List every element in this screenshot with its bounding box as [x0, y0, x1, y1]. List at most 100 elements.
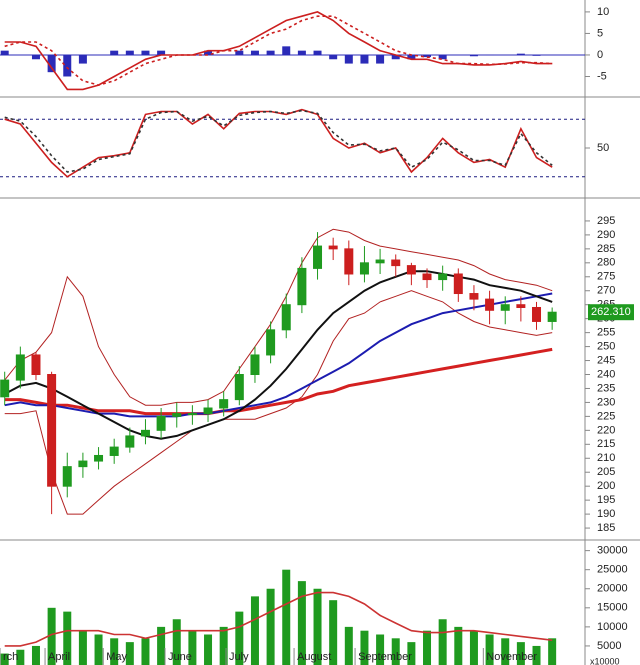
histogram-bar — [31, 54, 40, 60]
y-tick-label: 220 — [597, 424, 615, 436]
y-tick-label: 295 — [597, 215, 615, 227]
indicator-line — [4, 15, 553, 86]
histogram-bar — [63, 54, 72, 77]
y-tick-label: 190 — [597, 508, 615, 520]
y-tick-label: 0 — [597, 49, 603, 61]
histogram-bar — [391, 54, 400, 60]
indicator-line — [4, 108, 553, 178]
volume-bar — [469, 630, 478, 665]
histogram-bar — [329, 54, 338, 60]
y-tick-label: 285 — [597, 243, 615, 255]
volume-bar — [360, 630, 369, 665]
volume-bar — [63, 611, 72, 665]
x-tick-label: rch — [3, 651, 18, 663]
y-tick-label: 15000 — [597, 602, 628, 614]
candle-body — [140, 429, 150, 437]
indicator-line — [4, 109, 553, 173]
y-tick-label: 245 — [597, 354, 615, 366]
candle-body — [94, 454, 104, 462]
candle-body — [281, 304, 291, 331]
candle-body — [125, 435, 135, 448]
last-price-box — [588, 304, 634, 321]
y-tick-label: 280 — [597, 257, 615, 269]
candle-body — [516, 304, 526, 308]
candle-body — [547, 311, 557, 322]
volume-bar — [297, 581, 306, 665]
volume-bar — [172, 619, 181, 665]
candle-body — [391, 259, 401, 267]
indicator-line — [4, 290, 553, 515]
histogram-bar — [47, 54, 56, 73]
y-tick-label: 20000 — [597, 583, 628, 595]
y-tick-label: 5000 — [597, 640, 621, 652]
volume-bar — [532, 645, 541, 665]
volume-bar — [0, 653, 9, 665]
histogram-bar — [266, 50, 275, 55]
candle-body — [375, 259, 385, 264]
candle-body — [359, 262, 369, 275]
volume-bar — [266, 588, 275, 665]
candle-body — [219, 399, 229, 409]
volume-bar — [501, 638, 510, 665]
x-tick-label: July — [229, 651, 249, 663]
y-tick-label: 215 — [597, 438, 615, 450]
candle-body — [78, 460, 88, 468]
histogram-bar — [297, 50, 306, 55]
histogram-bar — [204, 50, 213, 55]
candle-body — [453, 273, 463, 295]
histogram-bar — [360, 54, 369, 64]
x-tick-label: April — [48, 651, 70, 663]
volume-bar — [204, 634, 213, 665]
candle-body — [0, 379, 10, 398]
y-tick-label: 250 — [597, 340, 615, 352]
volume-bar — [407, 642, 416, 665]
volume-bar — [344, 626, 353, 665]
volume-bar — [125, 642, 134, 665]
y-tick-label: 30000 — [597, 545, 628, 557]
x-tick-label: August — [297, 651, 331, 663]
y-tick-label: 225 — [597, 410, 615, 422]
candle-body — [187, 413, 197, 416]
volume-bar — [391, 638, 400, 665]
x-tick-label: June — [168, 651, 192, 663]
histogram-bar — [282, 46, 291, 55]
histogram-bar — [157, 50, 166, 55]
x-tick-label: November — [486, 651, 537, 663]
volume-bar — [94, 634, 103, 665]
candle-body — [172, 413, 182, 417]
candle-body — [234, 374, 244, 401]
unit-label: x10000 — [590, 656, 620, 665]
volume-bar — [31, 645, 40, 665]
histogram-bar — [407, 54, 416, 60]
candle-body — [156, 415, 166, 431]
volume-bar — [235, 611, 244, 665]
volume-bar — [329, 600, 338, 665]
y-tick-label: 290 — [597, 229, 615, 241]
histogram-bar — [532, 54, 541, 56]
candle-body — [469, 293, 479, 300]
histogram-bar — [438, 54, 447, 60]
histogram-bar — [110, 50, 119, 55]
indicator-line — [4, 347, 553, 416]
y-tick-label: 10 — [597, 6, 609, 18]
histogram-bar — [250, 50, 259, 55]
volume-bar — [78, 630, 87, 665]
last-price-label: 262.310 — [591, 306, 631, 318]
volume-bar — [16, 649, 25, 665]
volume-bar — [313, 588, 322, 665]
volume-bar — [376, 634, 385, 665]
candle-body — [266, 329, 276, 356]
candle-body — [406, 265, 416, 275]
candle-body — [313, 245, 323, 269]
candle-body — [344, 248, 354, 275]
x-tick-label: May — [106, 651, 127, 663]
histogram-bar — [423, 54, 432, 58]
y-tick-label: 210 — [597, 452, 615, 464]
y-tick-label: 10000 — [597, 621, 628, 633]
y-tick-label: 240 — [597, 368, 615, 380]
indicator-line — [4, 11, 553, 91]
y-tick-label: 255 — [597, 327, 615, 339]
histogram-bar — [125, 50, 134, 55]
